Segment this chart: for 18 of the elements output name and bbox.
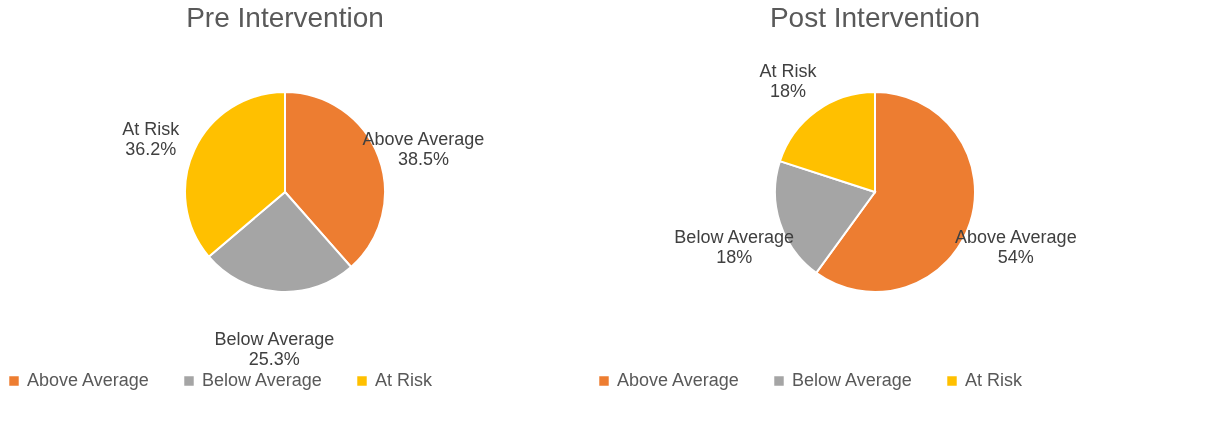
slice-label: Below Average bbox=[674, 226, 795, 247]
legend-label: At Risk bbox=[375, 370, 434, 390]
slice-label: Below Average bbox=[214, 328, 335, 349]
chart-title: Post Intervention bbox=[769, 2, 981, 33]
chart-title: Pre Intervention bbox=[186, 2, 384, 33]
data-label: 36.2% bbox=[125, 138, 177, 159]
data-label: 18% bbox=[716, 246, 753, 267]
legend-label: Above Average bbox=[617, 370, 739, 390]
legend-label: Below Average bbox=[792, 370, 912, 390]
slice-label: At Risk bbox=[122, 118, 181, 139]
legend-label: Below Average bbox=[202, 370, 322, 390]
data-label: 38.5% bbox=[397, 148, 449, 169]
data-label: 25.3% bbox=[248, 348, 300, 369]
slice-label: At Risk bbox=[759, 61, 818, 82]
data-label: 54% bbox=[997, 246, 1034, 267]
data-label: 18% bbox=[769, 81, 807, 102]
legend-label: At Risk bbox=[965, 370, 1024, 390]
legend-label: Above Average bbox=[27, 370, 149, 390]
